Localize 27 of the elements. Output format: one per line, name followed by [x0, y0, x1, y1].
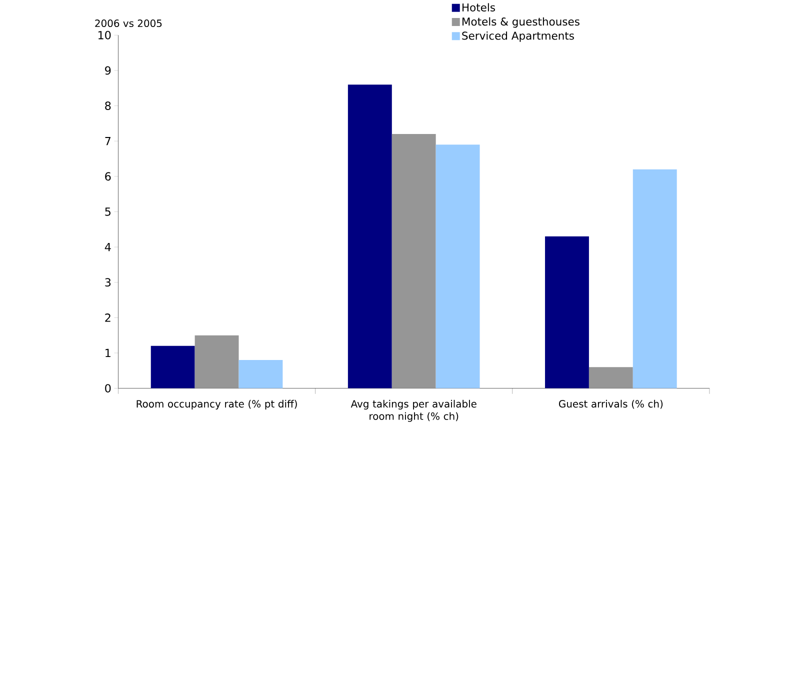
- bar: [238, 360, 283, 388]
- y-tick-label: 4: [104, 242, 111, 252]
- bar: [348, 84, 392, 388]
- bar: [194, 335, 239, 388]
- legend-label: Motels & guesthouses: [462, 17, 580, 28]
- y-tick-label: 3: [105, 278, 111, 287]
- y-tick-label: 0: [105, 384, 111, 392]
- bar: [588, 367, 633, 388]
- y-axis-title: 2006 vs 2005: [95, 19, 162, 28]
- y-tick-label: 9: [105, 66, 111, 75]
- legend-label: Hotels: [462, 3, 496, 12]
- x-tick-label: Room occupancy rate (% pt diff): [136, 400, 297, 410]
- bar: [392, 134, 436, 388]
- y-tick-label: 8: [105, 102, 111, 110]
- y-tick-label: 5: [105, 208, 110, 216]
- y-tick-label: 6: [105, 172, 111, 181]
- x-tick-label: Avg takings per available room night (% ch): [350, 400, 476, 422]
- x-tick-label: Guest arrivals (% ch): [559, 400, 663, 409]
- y-tick-label: 2: [105, 314, 110, 322]
- bar: [436, 144, 480, 388]
- y-tick-label: 10: [98, 30, 111, 40]
- y-tick-label: 1: [106, 348, 110, 358]
- bar: [150, 346, 195, 388]
- bar: [545, 236, 589, 388]
- legend-label: Serviced Apartments: [462, 31, 574, 42]
- bar: [632, 169, 677, 388]
- y-tick-label: 7: [105, 137, 110, 146]
